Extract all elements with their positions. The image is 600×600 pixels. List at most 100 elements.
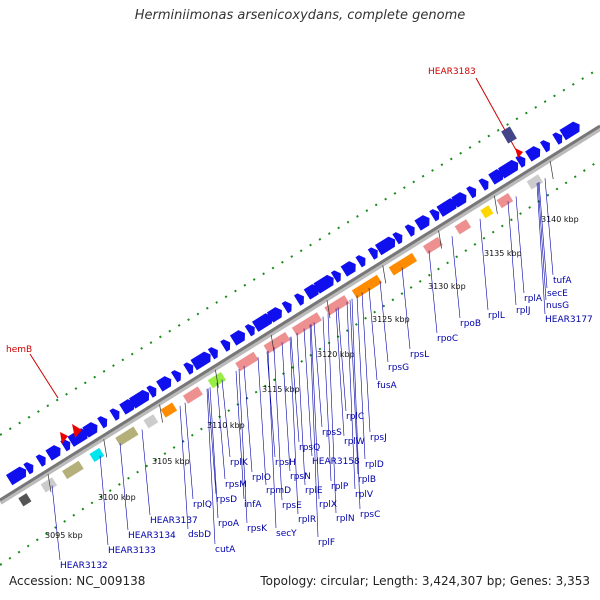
leader-line — [356, 295, 366, 460]
leader-line — [206, 388, 216, 545]
gene-label: rplF — [318, 538, 335, 548]
gene-label: HEAR3134 — [128, 531, 176, 541]
genome-summary-text: Topology: circular; Length: 3,424,307 bp… — [260, 574, 590, 588]
tick-label: 3140 kbp — [541, 215, 579, 224]
gene-label: rplB — [358, 475, 376, 485]
gene-arrow — [45, 445, 61, 461]
gene-label: rpsG — [388, 363, 409, 373]
tick-label: 3115 kbp — [262, 385, 300, 394]
leader-line — [313, 322, 323, 428]
leader-hemb — [29, 353, 59, 399]
leader-line — [479, 218, 489, 311]
leader-line — [184, 402, 194, 500]
map-title: Herminiimonas arsenicoxydans, complete g… — [134, 8, 466, 23]
leader-line — [335, 308, 345, 437]
leader-line — [179, 405, 189, 530]
leader-line — [257, 357, 267, 486]
leader-line — [351, 298, 361, 510]
tick-label: 3100 kbp — [98, 493, 136, 502]
gene-arrow — [367, 247, 378, 260]
hear3183-marker — [515, 148, 523, 158]
gene-feature — [388, 252, 418, 277]
gene-track — [5, 121, 580, 508]
gene-label: rplJ — [516, 306, 531, 316]
gene-feature — [159, 401, 178, 419]
tick-label: 3120 kbp — [317, 350, 355, 359]
gene-feature — [525, 173, 544, 191]
tick-mark — [47, 474, 52, 493]
genome-backbone — [0, 124, 600, 502]
gene-feature — [479, 204, 495, 220]
gene-label: HEAR3158 — [312, 457, 360, 467]
leader-line — [309, 324, 319, 538]
gene-arrow — [392, 232, 403, 245]
gene-arrow — [414, 215, 430, 231]
hear3183-box — [501, 126, 517, 144]
leader-line — [310, 324, 320, 500]
leader-line — [536, 183, 546, 315]
gene-arrow — [293, 293, 304, 306]
tick-label: 3105 kbp — [152, 457, 190, 466]
leader-line — [296, 332, 306, 486]
leader-line — [221, 379, 231, 458]
leader-line — [537, 182, 547, 301]
hemb-marker-1 — [60, 432, 68, 444]
leader-line — [379, 281, 389, 363]
leader-line — [361, 292, 371, 433]
gene-feature — [291, 311, 323, 337]
gene-arrow — [451, 192, 467, 208]
gene-arrow — [67, 428, 88, 447]
gene-label: cutA — [215, 545, 236, 555]
tick-mark — [438, 230, 442, 249]
gene-label: secY — [276, 529, 297, 539]
gene-arrow — [303, 284, 319, 300]
gene-feature — [495, 192, 514, 209]
gene-arrow — [251, 313, 273, 332]
gene-label: rpsM — [225, 480, 247, 490]
tick-label: 3135 kbp — [484, 249, 522, 258]
gene-label: rpsC — [360, 510, 380, 520]
gene-label: rplC — [346, 412, 364, 422]
gene-feature — [142, 413, 159, 430]
gene-feature — [61, 460, 85, 480]
gene-arrow — [266, 307, 282, 323]
gene-label: rplD — [365, 460, 384, 470]
leader-line — [141, 429, 151, 516]
gene-arrow — [466, 186, 477, 199]
gene-arrow — [552, 132, 563, 145]
leader-line — [99, 455, 109, 546]
gene-arrow — [404, 224, 415, 237]
gene-arrow — [128, 389, 150, 409]
gene-label: rpsH — [275, 458, 296, 468]
gene-arrow — [488, 169, 504, 185]
gene-label: HEAR3133 — [108, 546, 156, 556]
gene-arrow — [109, 408, 120, 421]
genome-backbone-shadow — [0, 125, 600, 505]
gene-label: rpsQ — [299, 443, 320, 453]
gene-label: rpsD — [216, 495, 237, 505]
gene-label: rplV — [355, 490, 374, 500]
gene-label: rpoC — [437, 334, 458, 344]
gene-label: rpsE — [282, 501, 302, 511]
leader-line — [119, 443, 129, 531]
gene-label: dsbD — [188, 530, 211, 540]
gene-label: rpsK — [247, 524, 268, 534]
gene-label-group: HEAR3132 HEAR3133 HEAR3134 HEAR3137 dsbD… — [60, 276, 593, 571]
leader-line — [209, 387, 219, 519]
gene-arrow — [156, 376, 172, 392]
leader-line — [515, 196, 525, 294]
gene-feature — [323, 294, 351, 317]
leader-line — [243, 365, 253, 473]
gene-arrow — [539, 140, 550, 153]
leader-line — [303, 328, 313, 457]
gene-arrow — [429, 209, 440, 222]
gene-label: rplP — [331, 482, 349, 492]
gene-label: rpsJ — [370, 433, 387, 443]
gene-label: tufA — [553, 276, 572, 286]
gene-feature — [262, 331, 291, 355]
leader-line — [322, 316, 332, 482]
highlight-label-hemb: hemB — [6, 345, 32, 355]
gene-arrow — [220, 339, 231, 352]
accession-text: Accession: NC_009138 — [9, 574, 146, 588]
